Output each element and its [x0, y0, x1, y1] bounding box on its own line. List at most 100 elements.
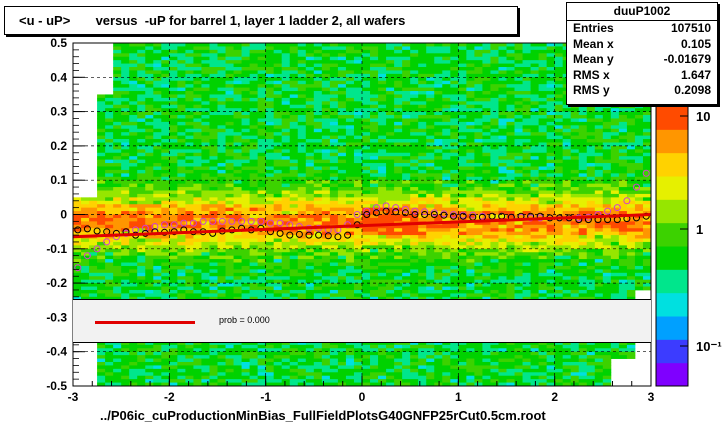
heatmap-cell — [434, 152, 443, 157]
heatmap-cell — [153, 293, 162, 298]
heatmap-cell — [273, 111, 283, 116]
heatmap-cell — [169, 351, 178, 356]
heatmap-cell — [209, 379, 218, 383]
heatmap-cell — [386, 207, 395, 212]
heatmap-cell — [378, 132, 387, 137]
heatmap-cell — [129, 115, 138, 119]
heatmap-cell — [410, 152, 419, 157]
heatmap-cell — [257, 197, 267, 202]
heatmap-cell — [113, 115, 122, 119]
heatmap-cell — [97, 372, 106, 377]
heatmap-cell — [337, 108, 347, 112]
heatmap-cell — [121, 348, 130, 353]
heatmap-cell — [426, 296, 435, 301]
heatmap-cell — [321, 173, 331, 178]
heatmap-cell — [273, 283, 283, 287]
heatmap-cell — [466, 255, 475, 260]
heatmap-cell — [482, 235, 491, 239]
heatmap-cell — [418, 248, 427, 253]
heatmap-cell — [193, 279, 202, 284]
heatmap-cell — [490, 94, 499, 99]
heatmap-cell — [450, 104, 459, 109]
heatmap-cell — [209, 183, 218, 188]
heatmap-cell — [305, 221, 315, 226]
heatmap-cell — [305, 207, 315, 212]
heatmap-cell — [378, 231, 387, 236]
heatmap-cell — [434, 156, 443, 161]
heatmap-cell — [410, 217, 419, 222]
heatmap-cell — [337, 118, 347, 123]
heatmap-cell — [225, 91, 234, 95]
heatmap-cell — [161, 358, 170, 363]
heatmap-cell — [281, 94, 291, 99]
heatmap-cell — [281, 176, 291, 181]
heatmap-cell — [121, 289, 130, 294]
heatmap-cell — [370, 214, 379, 219]
heatmap-cell — [273, 276, 283, 281]
heatmap-cell — [105, 286, 114, 291]
heatmap-cell — [161, 348, 170, 353]
heatmap-cell — [345, 204, 355, 209]
heatmap-cell — [113, 176, 122, 181]
heatmap-cell — [153, 169, 162, 174]
heatmap-cell — [185, 272, 194, 277]
heatmap-cell — [233, 149, 242, 154]
heatmap-cell — [321, 56, 331, 61]
heatmap-cell — [418, 152, 427, 157]
heatmap-cell — [321, 379, 331, 383]
heatmap-cell — [474, 200, 483, 205]
heatmap-cell — [362, 358, 371, 363]
heatmap-cell — [426, 118, 435, 123]
heatmap-cell — [426, 276, 435, 281]
heatmap-cell — [386, 355, 395, 359]
heatmap-cell — [137, 115, 146, 119]
heatmap-cell — [337, 152, 347, 157]
heatmap-cell — [113, 111, 122, 116]
heatmap-cell — [257, 207, 267, 212]
heatmap-cell — [418, 94, 427, 99]
heatmap-cell — [353, 293, 363, 298]
heatmap-cell — [305, 286, 315, 291]
heatmap-cell — [201, 169, 210, 174]
heatmap-cell — [225, 355, 234, 359]
heatmap-cell — [321, 228, 331, 233]
heatmap-cell — [193, 166, 202, 171]
heatmap-cell — [177, 348, 186, 353]
heatmap-cell — [233, 241, 242, 246]
heatmap-cell — [402, 111, 411, 116]
heatmap-cell — [209, 77, 218, 82]
heatmap-cell — [402, 91, 411, 95]
heatmap-cell — [113, 166, 122, 171]
heatmap-cell — [442, 70, 451, 75]
heatmap-cell — [378, 348, 387, 353]
heatmap-cell — [129, 159, 138, 164]
heatmap-cell — [337, 101, 347, 106]
heatmap-cell — [209, 149, 218, 154]
heatmap-cell — [169, 91, 178, 95]
heatmap-cell — [217, 207, 226, 212]
heatmap-cell — [153, 262, 162, 267]
heatmap-cell — [257, 204, 267, 209]
heatmap-cell — [297, 84, 307, 88]
heatmap-cell — [337, 128, 347, 133]
heatmap-cell — [81, 248, 90, 253]
heatmap-cell — [329, 132, 339, 137]
heatmap-cell — [265, 128, 275, 133]
heatmap-cell — [121, 238, 130, 243]
heatmap-cell — [257, 289, 267, 294]
heatmap-cell — [145, 197, 154, 202]
heatmap-cell — [450, 43, 459, 47]
heatmap-cell — [426, 197, 435, 202]
heatmap-cell — [434, 252, 443, 257]
heatmap-cell — [121, 135, 130, 140]
heatmap-cell — [129, 193, 138, 198]
heatmap-cell — [105, 221, 114, 226]
heatmap-cell — [362, 70, 371, 75]
heatmap-cell — [386, 293, 395, 298]
heatmap-cell — [185, 379, 194, 383]
heatmap-cell — [450, 272, 459, 277]
heatmap-cell — [225, 159, 234, 164]
heatmap-cell — [105, 259, 114, 263]
heatmap-cell — [426, 183, 435, 188]
heatmap-cell — [482, 259, 491, 263]
